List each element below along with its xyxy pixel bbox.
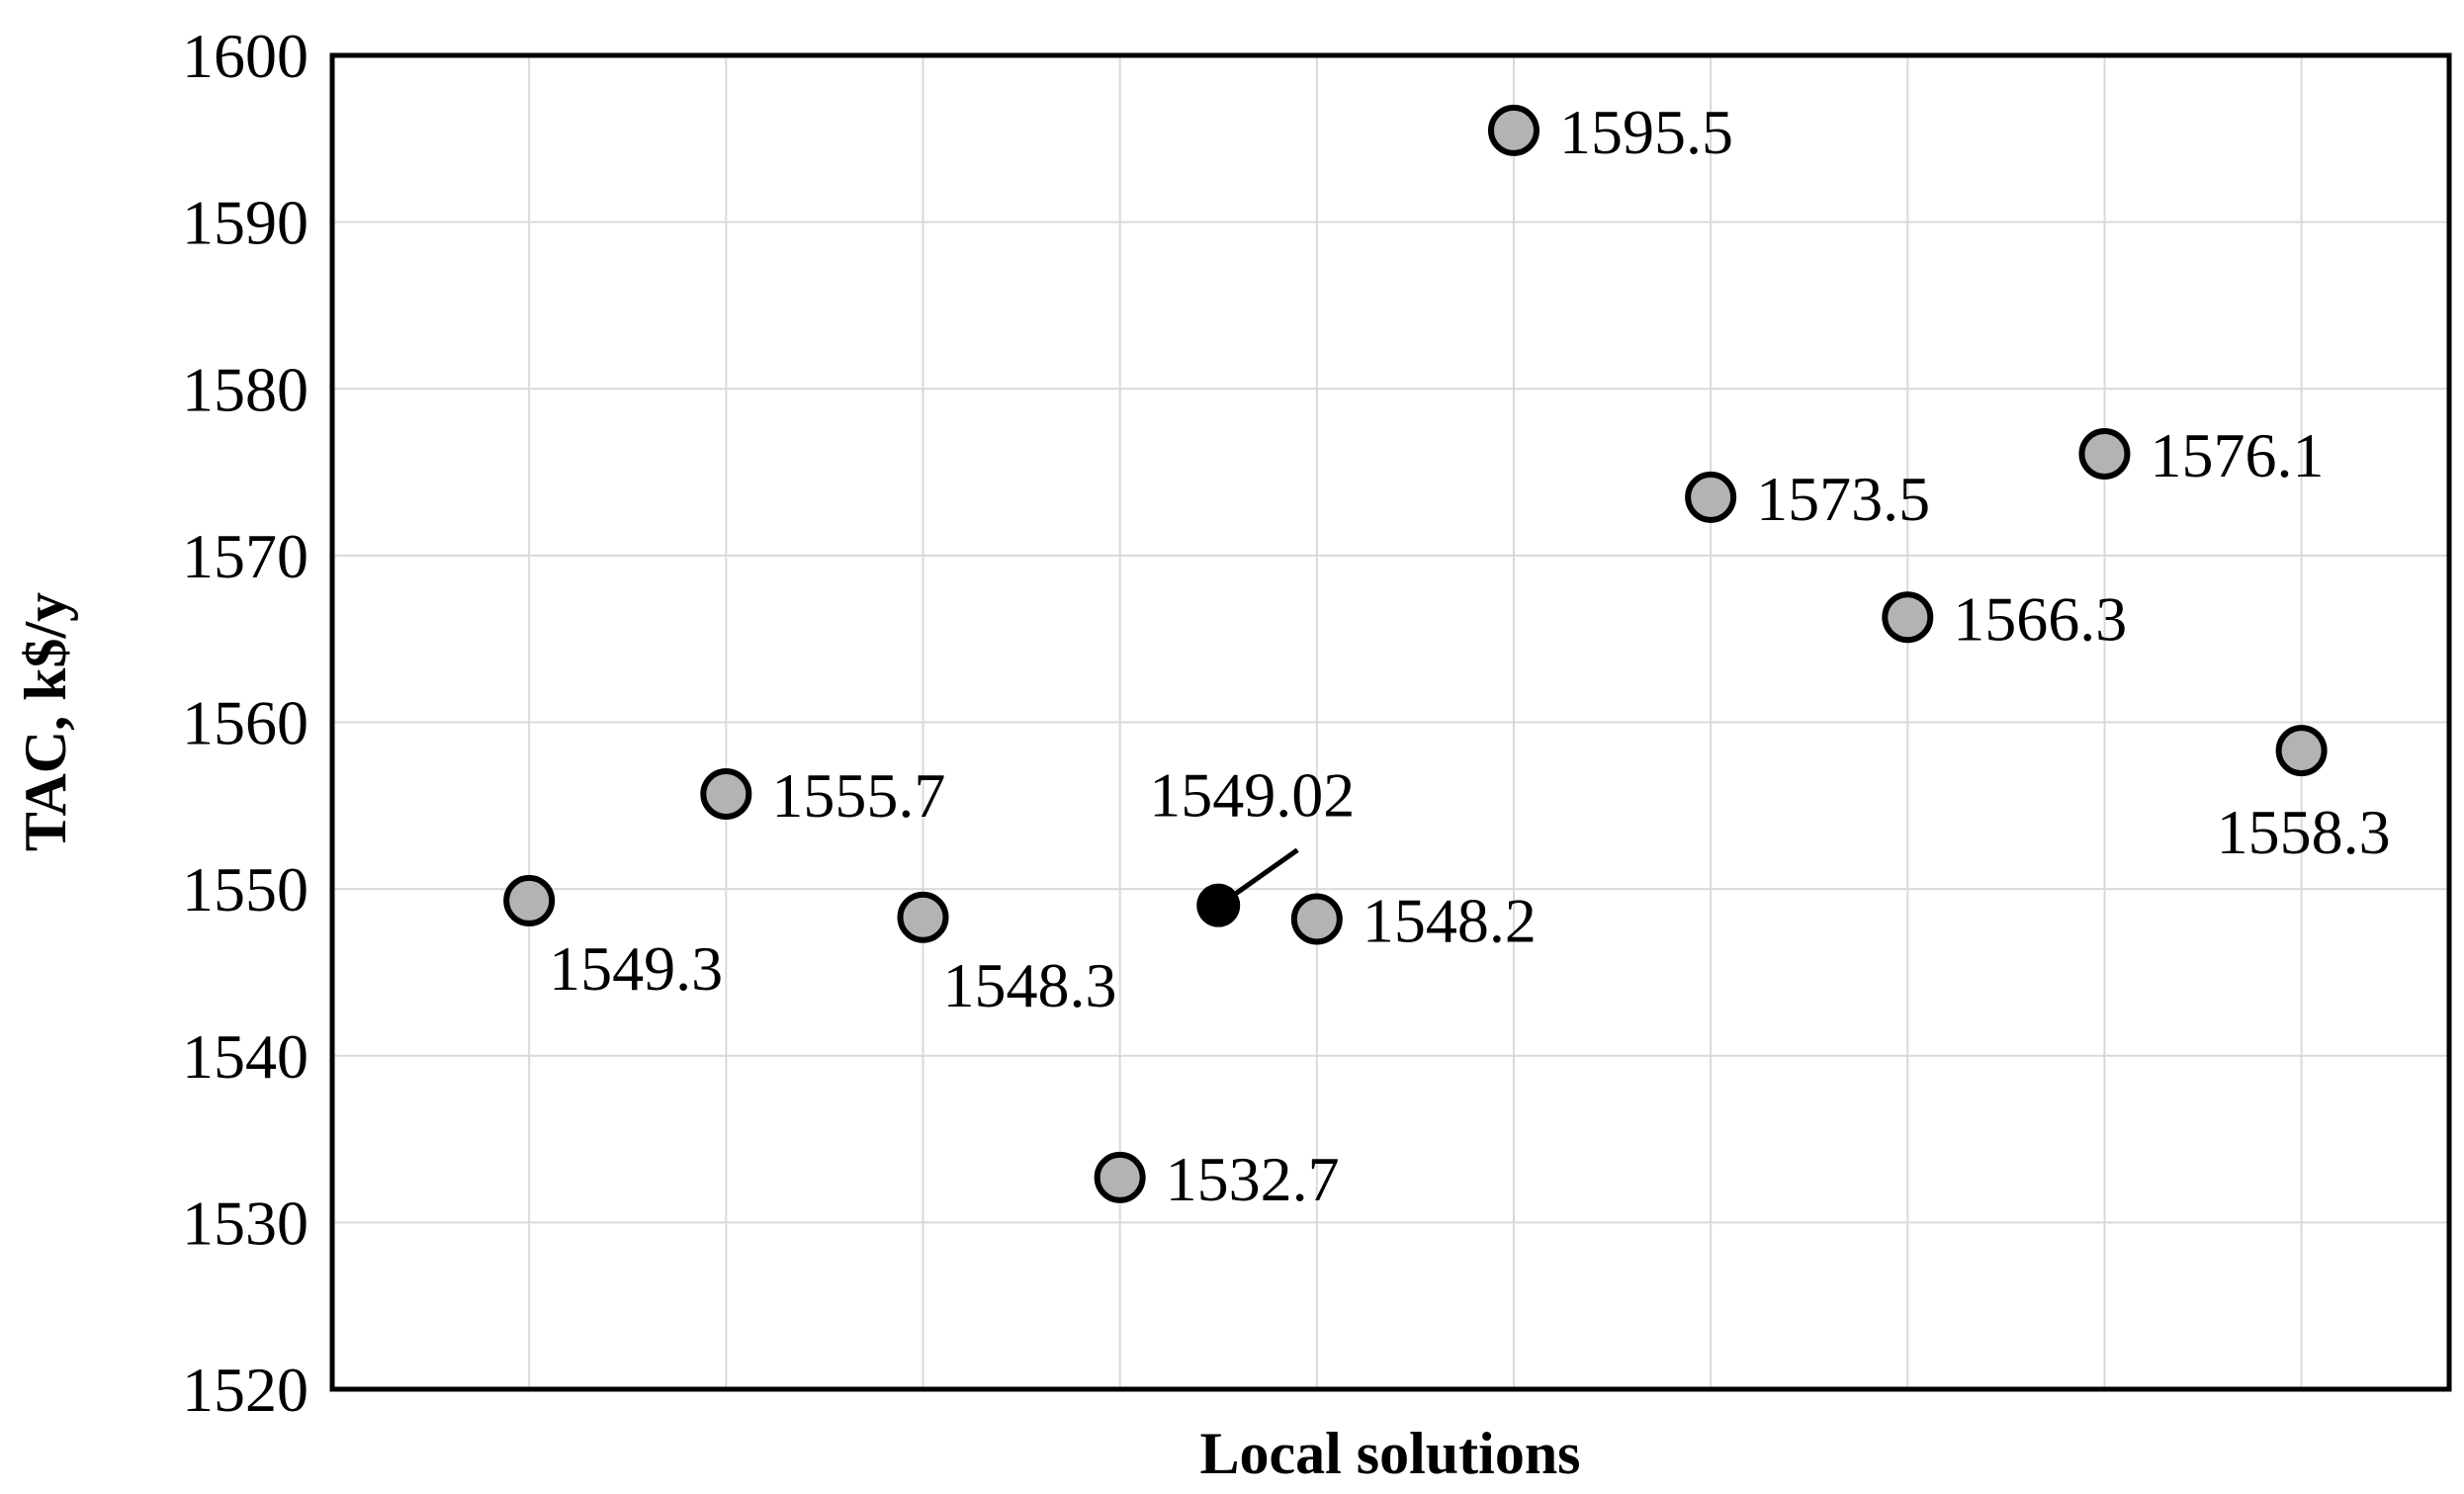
local-solution-point	[1685, 471, 1737, 523]
y-tick-label: 1560	[182, 688, 308, 758]
gridlines	[332, 54, 2449, 1390]
local-solution-point	[2078, 428, 2131, 481]
local-solution-point	[897, 891, 949, 943]
data-label: 1573.5	[1756, 464, 1930, 534]
callout-lines	[1228, 847, 1299, 900]
data-label: 1558.3	[2217, 797, 2391, 867]
x-axis-title: Local solutions	[1199, 1421, 1580, 1486]
plot-area-frame	[329, 52, 2452, 1392]
y-tick-label: 1570	[182, 521, 308, 591]
local-solution-point	[503, 874, 556, 926]
local-solution-point	[1290, 893, 1343, 945]
data-label: 1549.3	[549, 933, 723, 1004]
y-tick-label: 1580	[182, 354, 308, 424]
y-tick-label: 1590	[182, 188, 308, 258]
local-solution-point	[1094, 1151, 1146, 1203]
y-tick-label: 1550	[182, 854, 308, 924]
y-tick-label: 1540	[182, 1021, 308, 1092]
data-label: 1566.3	[1953, 583, 2127, 654]
local-solution-point	[1487, 104, 1540, 156]
y-tick-labels: 1520 1530 1540 1550 1560 1570 1580 1590 1600	[182, 21, 308, 1425]
local-solution-point	[2275, 725, 2328, 777]
data-label: 1532.7	[1166, 1144, 1340, 1214]
callout-line	[1228, 847, 1299, 900]
y-tick-label: 1600	[182, 21, 308, 91]
local-solution-point	[1882, 591, 1934, 644]
data-label: 1555.7	[771, 760, 945, 831]
data-label: 1548.3	[942, 950, 1116, 1020]
best-solution-point	[1196, 883, 1241, 927]
data-label: 1595.5	[1559, 97, 1733, 167]
data-points	[503, 104, 2328, 1203]
data-label: 1548.2	[1363, 885, 1537, 955]
y-tick-label: 1520	[182, 1355, 308, 1425]
data-label: 1549.02	[1149, 760, 1355, 831]
y-axis-title: TAC, k$/y	[13, 592, 78, 851]
y-tick-label: 1530	[182, 1187, 308, 1258]
data-label: 1576.1	[2150, 420, 2324, 490]
local-solution-point	[700, 768, 752, 821]
